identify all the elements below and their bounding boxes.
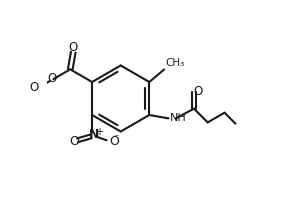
Text: N: N (89, 127, 99, 140)
Text: CH₃: CH₃ (165, 58, 184, 68)
Text: O: O (193, 85, 202, 98)
Text: NH: NH (169, 113, 186, 123)
Text: ⁻: ⁻ (114, 133, 120, 143)
Text: +: + (95, 127, 103, 137)
Text: O: O (29, 81, 38, 94)
Text: O: O (109, 135, 119, 148)
Text: O: O (69, 135, 79, 148)
Text: O: O (69, 41, 78, 54)
Text: O: O (48, 72, 57, 85)
